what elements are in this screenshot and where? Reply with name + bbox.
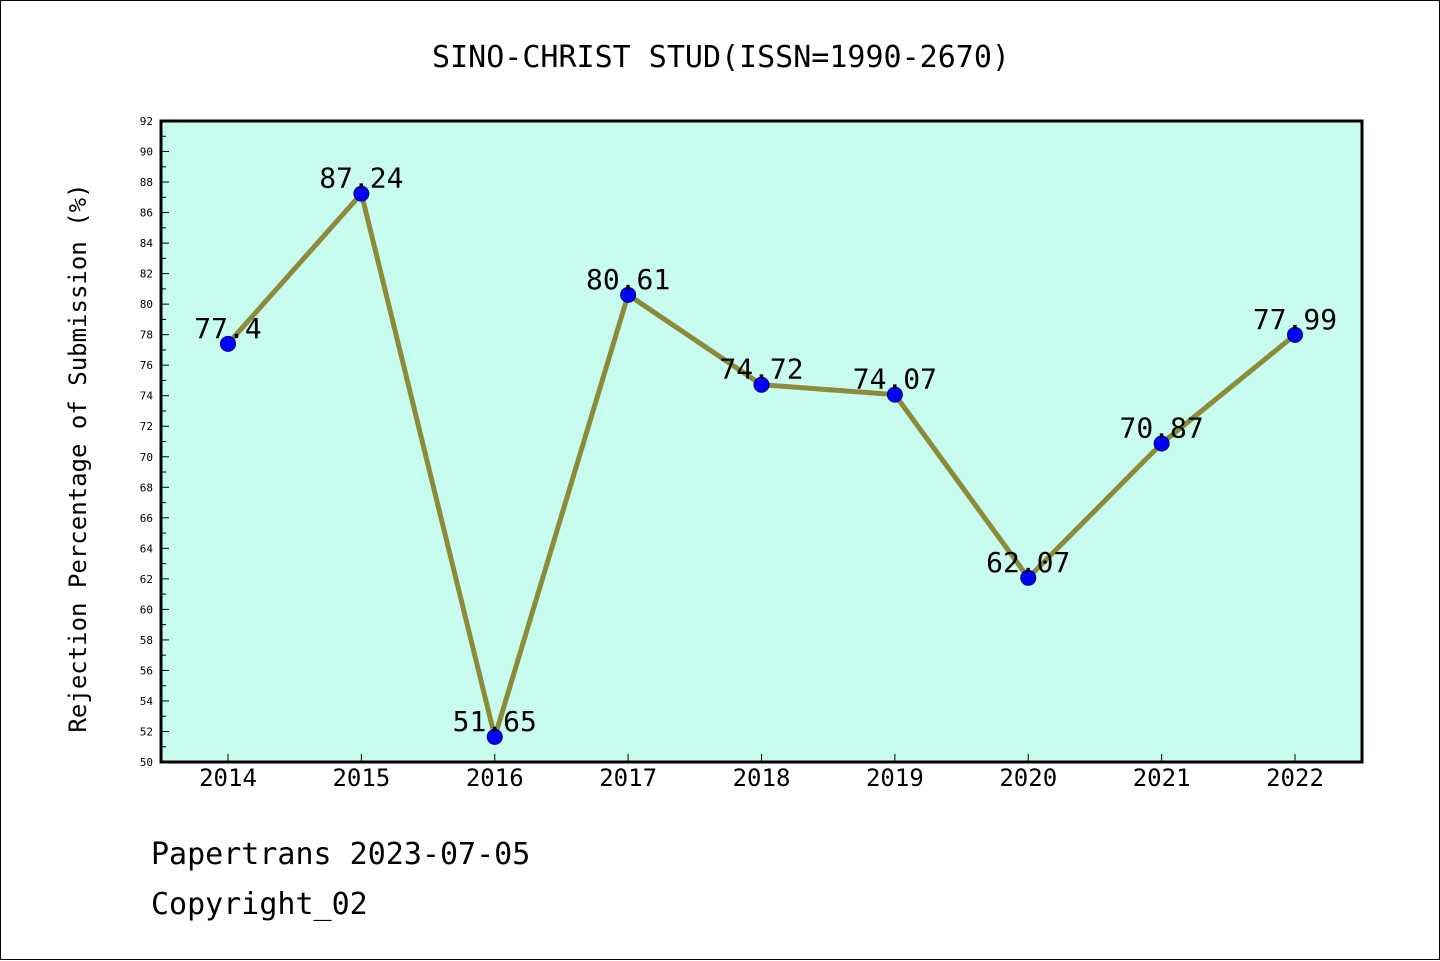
x-tick-label: 2020 [999,764,1057,792]
data-labels-group: 77.4 87.24 51.65 80.61 74.72 74.07 62.07 70.87 7… [194,162,1337,738]
data-point [886,386,903,403]
x-tick-label: 2014 [199,764,257,792]
y-tick-label: 82 [140,268,153,281]
y-tick-label: 64 [140,542,154,555]
data-label: 80.61 [586,263,670,296]
data-label: 74.72 [719,353,803,386]
x-tick-label: 2018 [733,764,791,792]
data-point [1287,326,1303,343]
x-axis-ticks: 2014 2015 2016 2017 2018 2019 2020 2021 2022 [199,754,1324,792]
data-label: 62.07 [986,546,1070,579]
data-point [220,335,236,352]
y-tick-label: 66 [140,512,153,525]
data-point [753,376,770,393]
y-tick-label: 78 [140,329,153,342]
data-point [1153,435,1170,452]
x-tick-label: 2021 [1133,764,1191,792]
y-tick-label: 86 [140,207,153,220]
y-tick-label: 52 [140,725,153,738]
y-tick-label: 76 [140,359,153,372]
data-point [1020,569,1037,586]
y-tick-label: 58 [140,634,153,647]
data-label: 70.87 [1119,411,1203,444]
footer-source: Papertrans 2023-07-05 [151,837,531,872]
x-tick-label: 2017 [599,764,657,792]
y-tick-label: 54 [140,695,154,708]
y-tick-label: 80 [140,298,153,311]
data-label: 74.07 [853,363,937,396]
x-tick-label: 2019 [866,764,924,792]
y-tick-label: 74 [140,390,154,403]
y-tick-label: 92 [140,115,153,128]
y-axis-label: Rejection Percentage of Submission (%) [64,183,92,732]
y-tick-label: 90 [140,146,153,159]
y-axis-ticks: 50 52 54 56 58 60 62 64 66 68 70 72 74 76 78 80 82 84 86 88… [140,115,169,769]
y-tick-label: 72 [140,420,153,433]
data-label: 77.99 [1253,303,1337,336]
chart-title: SINO-CHRIST STUD(ISSN=1990-2670) [432,40,1010,75]
y-tick-label: 60 [140,603,153,616]
y-tick-label: 88 [140,176,153,189]
y-tick-label: 84 [140,237,154,250]
y-tick-label: 50 [140,756,153,769]
y-tick-label: 70 [140,451,153,464]
plot-frame [159,119,1364,764]
y-tick-label: 62 [140,573,153,586]
data-label: 77.4 [194,312,261,345]
data-point [620,286,637,303]
y-tick-label: 56 [140,664,153,677]
footer-copyright: Copyright_02 [151,887,368,922]
data-label: 87.24 [319,162,403,195]
data-point [353,185,370,202]
data-points-group [220,185,1303,745]
x-tick-label: 2022 [1266,764,1324,792]
data-label: 51.65 [453,705,537,738]
x-tick-label: 2015 [332,764,390,792]
y-tick-label: 68 [140,481,153,494]
x-tick-label: 2016 [466,764,524,792]
data-point [486,728,503,745]
